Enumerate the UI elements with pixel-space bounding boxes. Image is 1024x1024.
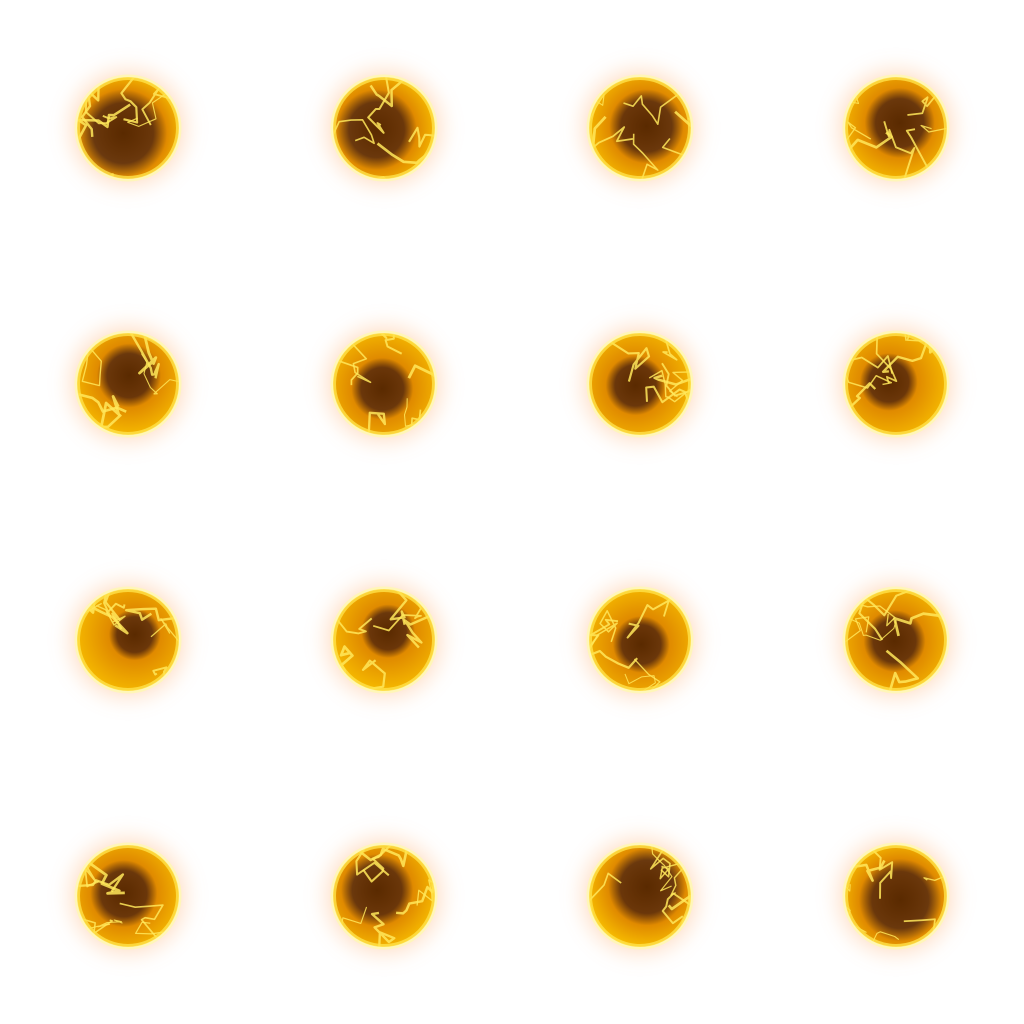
plasma-orb-graphic [568, 568, 712, 712]
plasma-orb-graphic [824, 312, 968, 456]
orb-rim [74, 74, 182, 182]
plasma-orb-graphic [56, 312, 200, 456]
orb-rim [586, 74, 694, 182]
plasma-orb-graphic [312, 56, 456, 200]
orb-core [332, 588, 436, 692]
sprite-frame-4 [768, 0, 1024, 256]
sprite-frame-13 [0, 768, 256, 1024]
sprite-frame-3 [512, 0, 768, 256]
orb-rim [330, 586, 438, 694]
sprite-frame-8 [768, 256, 1024, 512]
orb-rim [74, 586, 182, 694]
plasma-orb-graphic [312, 568, 456, 712]
orb-rim [330, 74, 438, 182]
plasma-orb-graphic [312, 312, 456, 456]
sprite-frame-9 [0, 512, 256, 768]
orb-rim [330, 330, 438, 438]
plasma-orb-graphic [56, 568, 200, 712]
orb-rim [586, 842, 694, 950]
orb-rim [74, 330, 182, 438]
orb-core [332, 76, 436, 180]
sprite-frame-11 [512, 512, 768, 768]
orb-core [588, 844, 692, 948]
sprite-frame-10 [256, 512, 512, 768]
orb-rim [330, 842, 438, 950]
plasma-orb-graphic [56, 824, 200, 968]
orb-core [76, 588, 180, 692]
orb-rim [842, 74, 950, 182]
plasma-orb-graphic [824, 56, 968, 200]
plasma-orb-graphic [568, 56, 712, 200]
orb-rim [586, 330, 694, 438]
sprite-frame-7 [512, 256, 768, 512]
sprite-frame-6 [256, 256, 512, 512]
orb-core [588, 76, 692, 180]
orb-core [76, 844, 180, 948]
orb-rim [842, 586, 950, 694]
sprite-frame-5 [0, 256, 256, 512]
plasma-orb-graphic [824, 568, 968, 712]
orb-veins [76, 861, 166, 940]
plasma-orb-graphic [56, 56, 200, 200]
orb-rim [842, 842, 950, 950]
sprite-frame-16 [768, 768, 1024, 1024]
plasma-orb-graphic [568, 824, 712, 968]
orb-core [588, 332, 692, 436]
orb-rim [842, 330, 950, 438]
plasma-orb-graphic [568, 312, 712, 456]
plasma-orb-graphic [312, 824, 456, 968]
plasma-orb-graphic [824, 824, 968, 968]
sprite-frame-14 [256, 768, 512, 1024]
sprite-frame-15 [512, 768, 768, 1024]
sprite-frame-1 [0, 0, 256, 256]
orb-rim [74, 842, 182, 950]
orb-core [332, 332, 436, 436]
orb-rim [586, 586, 694, 694]
sprite-frame-12 [768, 512, 1024, 768]
orb-veins [609, 338, 692, 404]
orb-core [588, 588, 692, 692]
sprite-frame-2 [256, 0, 512, 256]
